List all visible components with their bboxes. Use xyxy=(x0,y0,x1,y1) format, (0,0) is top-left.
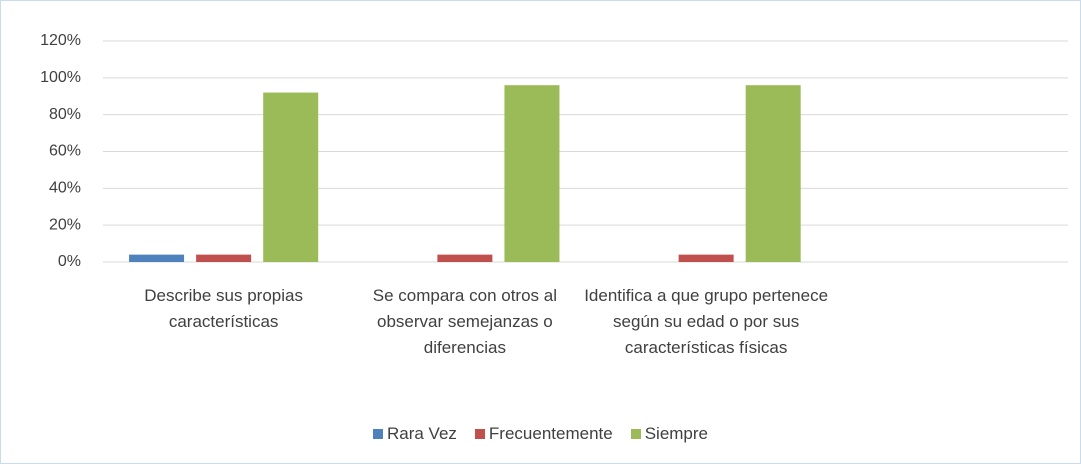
bar xyxy=(437,254,493,262)
bar xyxy=(745,85,801,262)
y-tick-label: 100% xyxy=(40,69,81,86)
legend-item: Frecuentemente xyxy=(474,424,613,444)
bar xyxy=(504,85,560,262)
legend-label: Siempre xyxy=(644,424,709,443)
x-tick-label: Identifica a que grupo pertenece según s… xyxy=(584,286,829,357)
y-tick-label: 60% xyxy=(49,143,81,160)
x-tick-label: Describe sus propias características xyxy=(144,286,303,331)
y-tick-label: 80% xyxy=(49,106,81,123)
y-tick-label: 20% xyxy=(49,216,81,233)
bar xyxy=(263,92,319,262)
legend-item: Rara Vez xyxy=(372,424,457,444)
y-tick-label: 0% xyxy=(58,253,81,270)
legend-label: Rara Vez xyxy=(386,424,457,443)
legend-swatch xyxy=(474,429,485,439)
legend-item: Siempre xyxy=(630,424,709,444)
legend-swatch xyxy=(630,429,641,439)
bar xyxy=(129,254,185,262)
bar xyxy=(196,254,252,262)
bar xyxy=(678,254,734,262)
legend: Rara Vez Frecuentemente Siempre xyxy=(1,424,1080,444)
y-tick-label: 40% xyxy=(49,180,81,197)
x-tick-label: Se compara con otros al observar semejan… xyxy=(372,286,557,357)
y-tick-label: 120% xyxy=(40,32,81,49)
legend-swatch xyxy=(372,429,383,439)
legend-label: Frecuentemente xyxy=(488,424,613,443)
